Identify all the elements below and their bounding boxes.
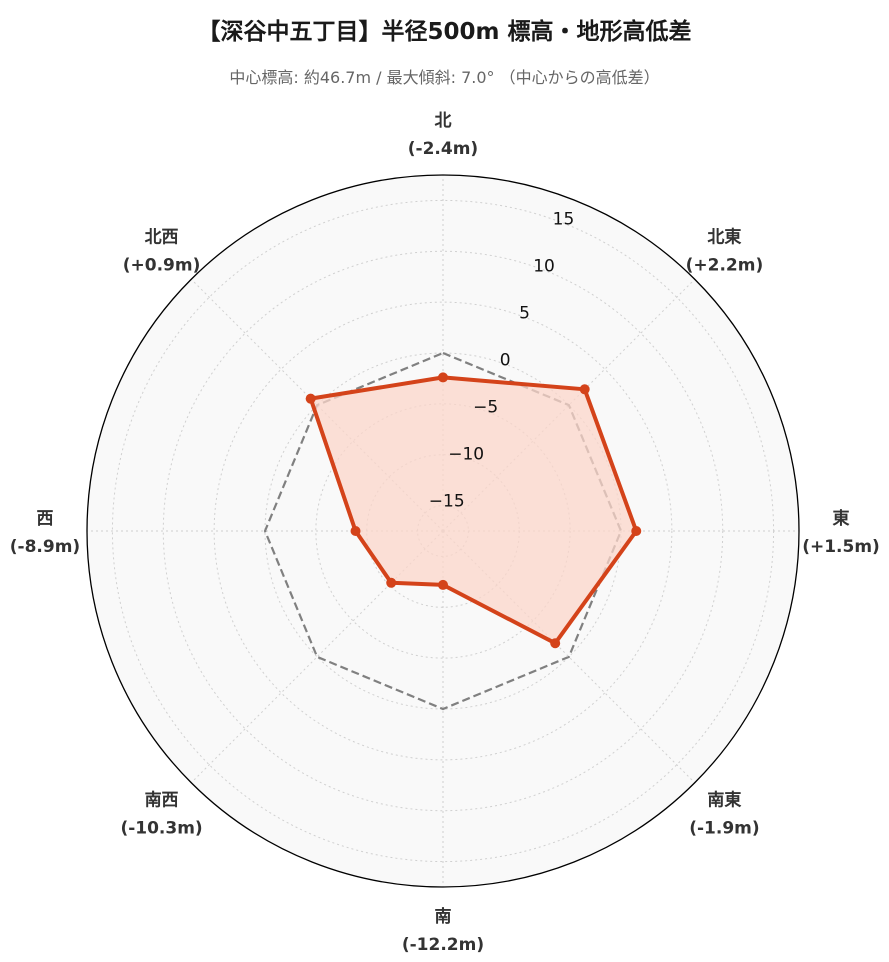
direction-value-label: (+0.9m) bbox=[123, 256, 201, 276]
series-point bbox=[550, 638, 561, 649]
radial-tick-label: 15 bbox=[553, 210, 575, 230]
direction-label: 南 bbox=[435, 906, 452, 927]
plot-outline bbox=[86, 174, 800, 888]
series-point bbox=[386, 577, 397, 588]
chart-title: 【深谷中五丁目】半径500m 標高・地形高低差 bbox=[197, 19, 692, 45]
direction-label: 東 bbox=[833, 508, 850, 529]
series-point bbox=[579, 384, 590, 395]
direction-value-label: (+1.5m) bbox=[802, 537, 880, 557]
direction-label: 南西 bbox=[145, 789, 179, 810]
radial-tick-label: −5 bbox=[473, 398, 498, 418]
direction-value-label: (-8.9m) bbox=[10, 537, 80, 557]
radial-tick-label: 5 bbox=[519, 304, 530, 324]
radial-tick-label: −15 bbox=[429, 492, 465, 512]
angular-gridline bbox=[190, 278, 444, 532]
direction-label: 西 bbox=[37, 509, 54, 529]
direction-label: 北西 bbox=[145, 228, 179, 248]
direction-label: 北 bbox=[435, 111, 452, 131]
radial-gridline bbox=[162, 250, 724, 812]
angular-gridline bbox=[442, 530, 696, 784]
series-point bbox=[350, 526, 361, 536]
radial-tick-label: 10 bbox=[533, 257, 555, 277]
series-point bbox=[305, 393, 316, 404]
radial-tick-label: −10 bbox=[448, 445, 484, 465]
radial-tick-label: 0 bbox=[500, 351, 511, 371]
direction-value-label: (-10.3m) bbox=[120, 818, 202, 838]
angular-gridline bbox=[442, 278, 696, 532]
direction-value-label: (-1.9m) bbox=[689, 818, 759, 838]
direction-label: 南東 bbox=[707, 789, 741, 810]
direction-value-label: (-12.2m) bbox=[402, 935, 484, 955]
series-point bbox=[631, 526, 642, 536]
series-area bbox=[310, 377, 637, 644]
series-point bbox=[438, 579, 448, 590]
direction-value-label: (+2.2m) bbox=[686, 256, 764, 276]
radial-gridline bbox=[213, 301, 673, 761]
chart-subtitle: 中心標高: 約46.7m / 最大傾斜: 7.0° （中心からの高低差） bbox=[229, 68, 660, 87]
angular-gridline bbox=[190, 530, 444, 784]
direction-value-label: (-2.4m) bbox=[408, 139, 478, 159]
direction-label: 北東 bbox=[707, 227, 741, 248]
series-point bbox=[438, 372, 448, 383]
